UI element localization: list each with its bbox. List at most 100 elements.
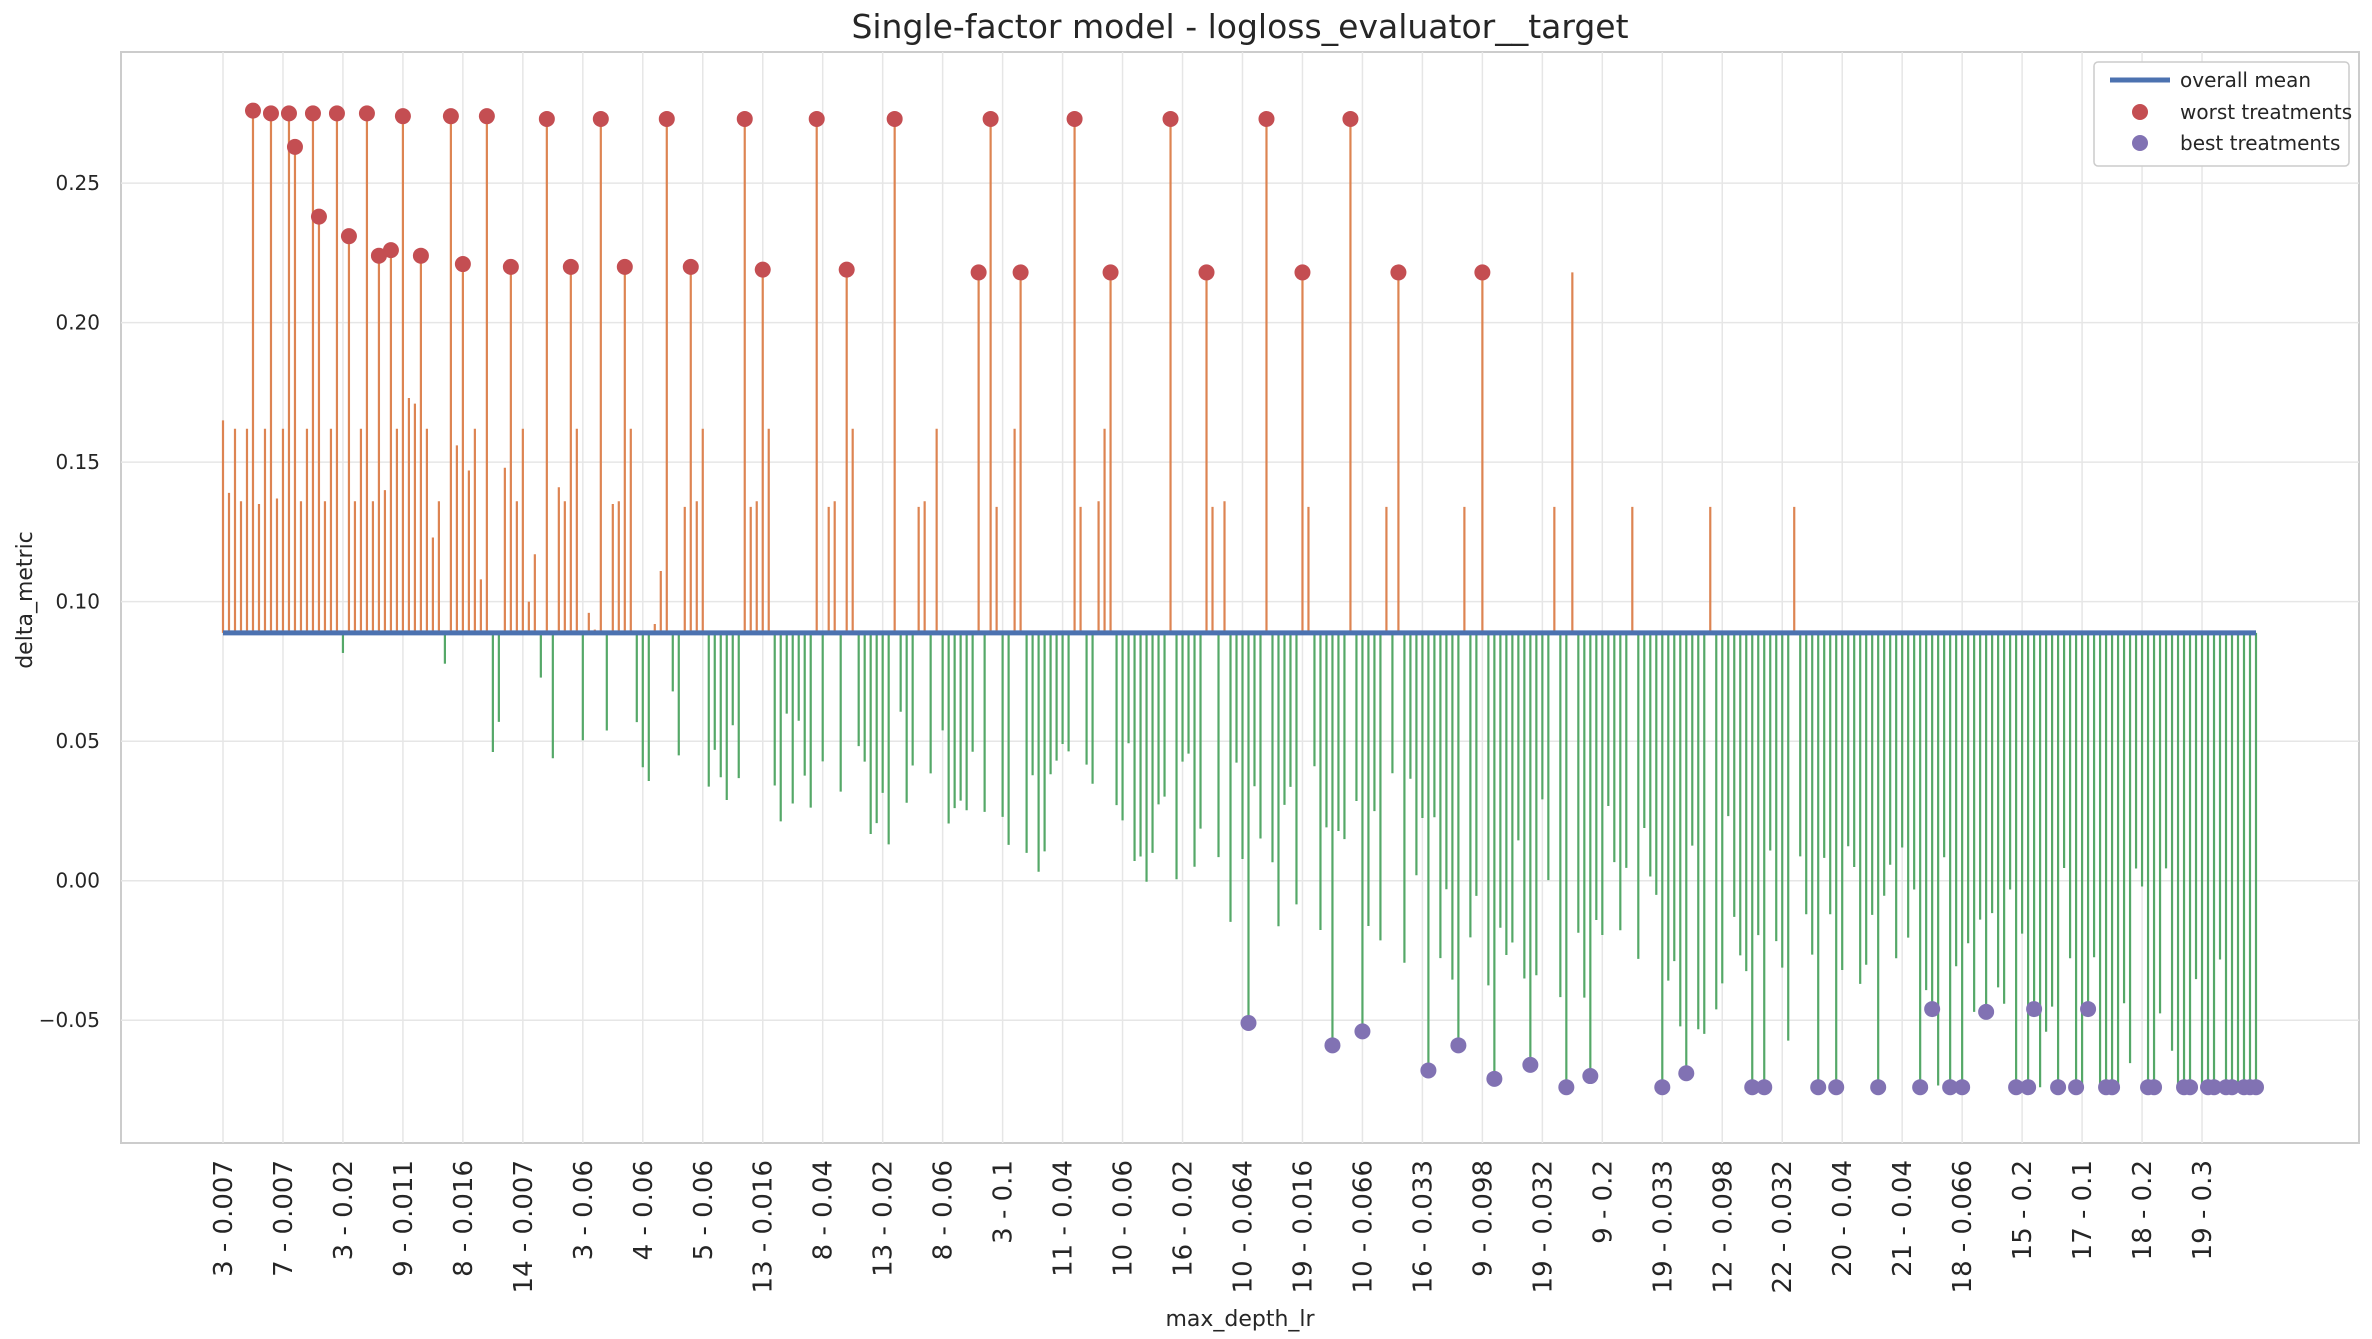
legend-best-treatments-label: best treatments xyxy=(2180,131,2340,155)
worst-treatment-point-210 xyxy=(1474,264,1491,281)
x-tick-label-28: 21 - 0.04 xyxy=(1888,1160,1918,1277)
y-tick-label-4: 0.15 xyxy=(55,450,100,474)
best-treatment-point-244 xyxy=(1678,1065,1695,1082)
best-treatment-point-332 xyxy=(2206,1079,2223,1096)
worst-treatment-point-67 xyxy=(616,258,633,275)
legend-overall-mean-label: overall mean xyxy=(2180,68,2311,92)
y-tick-label-6: 0.25 xyxy=(55,171,100,195)
x-tick-label-8: 5 - 0.06 xyxy=(689,1160,719,1260)
worst-treatment-point-44 xyxy=(478,108,495,125)
best-treatment-point-171 xyxy=(1240,1015,1257,1032)
worst-treatment-point-58 xyxy=(562,258,579,275)
x-tick-label-12: 8 - 0.06 xyxy=(929,1160,959,1260)
chart-title: Single-factor model - logloss_evaluator_… xyxy=(851,7,1628,46)
x-tick-label-20: 16 - 0.033 xyxy=(1408,1160,1438,1293)
best-treatment-point-257 xyxy=(1756,1079,1773,1096)
worst-treatment-point-158 xyxy=(1162,110,1179,127)
y-tick-label-5: 0.20 xyxy=(55,311,100,335)
x-tick-label-3: 9 - 0.011 xyxy=(389,1160,419,1277)
worst-treatment-point-74 xyxy=(658,110,675,127)
x-tick-label-2: 3 - 0.02 xyxy=(329,1160,359,1260)
best-treatment-point-276 xyxy=(1870,1079,1887,1096)
worst-treatment-point-40 xyxy=(454,256,471,273)
best-treatment-point-322 xyxy=(2146,1079,2163,1096)
x-tick-label-19: 10 - 0.066 xyxy=(1348,1160,1378,1293)
best-treatment-point-301 xyxy=(2020,1079,2037,1096)
x-tick-label-1: 7 - 0.007 xyxy=(269,1160,299,1277)
worst-treatment-point-38 xyxy=(442,108,459,125)
worst-treatment-point-54 xyxy=(538,110,555,127)
x-tick-label-11: 13 - 0.02 xyxy=(869,1160,899,1277)
best-treatment-point-339 xyxy=(2248,1079,2264,1096)
worst-treatment-point-21 xyxy=(340,228,357,245)
x-tick-label-33: 19 - 0.3 xyxy=(2188,1160,2218,1260)
best-treatment-point-328 xyxy=(2182,1079,2199,1096)
x-tick-label-4: 8 - 0.016 xyxy=(449,1160,479,1277)
x-tick-label-27: 20 - 0.04 xyxy=(1828,1160,1858,1277)
worst-treatment-point-30 xyxy=(394,108,411,125)
worst-treatment-point-87 xyxy=(736,110,753,127)
worst-treatment-point-112 xyxy=(886,110,903,127)
y-axis-label: delta_metric xyxy=(13,531,38,669)
x-tick-label-17: 10 - 0.064 xyxy=(1228,1160,1258,1293)
x-axis-ticks: 3 - 0.007 7 - 0.007 3 - 0.02 9 - 0.011 8 - 0… xyxy=(209,1160,2218,1293)
best-treatment-point-288 xyxy=(1942,1079,1959,1096)
worst-treatment-point-99 xyxy=(808,110,825,127)
best-treatment-point-201 xyxy=(1420,1062,1437,1079)
best-treatment-point-212 xyxy=(1486,1070,1503,1087)
worst-treatment-point-24 xyxy=(358,105,375,122)
worst-treatment-point-5 xyxy=(244,102,261,119)
x-tick-label-9: 13 - 0.016 xyxy=(749,1160,779,1293)
worst-treatment-point-78 xyxy=(682,258,699,275)
best-treatment-point-266 xyxy=(1810,1079,1827,1096)
best-treatment-point-224 xyxy=(1558,1079,1575,1096)
worst-treatment-point-174 xyxy=(1258,110,1275,127)
x-tick-label-10: 8 - 0.04 xyxy=(809,1160,839,1260)
worst-treatment-point-180 xyxy=(1294,264,1311,281)
legend-worst-treatments-label: worst treatments xyxy=(2180,100,2352,124)
best-treatment-point-218 xyxy=(1522,1056,1539,1073)
worst-treatment-point-188 xyxy=(1342,110,1359,127)
x-tick-label-31: 17 - 0.1 xyxy=(2068,1160,2098,1260)
best-treatment-point-299 xyxy=(2008,1079,2025,1096)
worst-treatment-point-12 xyxy=(286,138,303,155)
best-treatment-point-240 xyxy=(1654,1079,1671,1096)
worst-treatment-point-104 xyxy=(838,261,855,278)
worst-treatment-point-16 xyxy=(310,208,327,225)
grid-lines xyxy=(121,52,2359,1143)
best-treatment-point-228 xyxy=(1582,1068,1599,1085)
worst-treatment-point-126 xyxy=(970,264,987,281)
legend: overall mean worst treatments best treat… xyxy=(2093,61,2352,167)
worst-treatment-point-196 xyxy=(1390,264,1407,281)
worst-treatment-point-63 xyxy=(592,110,609,127)
x-tick-label-13: 3 - 0.1 xyxy=(989,1160,1019,1244)
worst-treatment-point-19 xyxy=(328,105,345,122)
best-treatment-point-269 xyxy=(1828,1079,1845,1096)
x-tick-label-29: 18 - 0.066 xyxy=(1948,1160,1978,1293)
y-tick-label-3: 0.10 xyxy=(55,590,100,614)
x-tick-label-23: 9 - 0.2 xyxy=(1588,1160,1618,1244)
worst-treatment-point-28 xyxy=(382,242,399,259)
worst-treatment-point-90 xyxy=(754,261,771,278)
worst-treatment-point-133 xyxy=(1012,264,1029,281)
x-tick-label-24: 19 - 0.033 xyxy=(1648,1160,1678,1293)
worst-treatment-point-142 xyxy=(1066,110,1083,127)
worst-treatment-point-128 xyxy=(982,110,999,127)
y-tick-label-0: −0.05 xyxy=(39,1008,100,1032)
best-treatment-point-306 xyxy=(2050,1079,2067,1096)
y-axis-ticks: −0.05 0.00 0.05 0.10 0.15 0.20 0.25 xyxy=(39,171,100,1032)
y-tick-label-1: 0.00 xyxy=(55,869,100,893)
best-treatment-point-315 xyxy=(2104,1079,2121,1096)
legend-box xyxy=(2093,61,2350,167)
best-treatment-point-290 xyxy=(1954,1079,1971,1096)
x-tick-label-5: 14 - 0.007 xyxy=(509,1160,539,1293)
best-treatment-point-190 xyxy=(1354,1023,1371,1040)
worst-treatment-point-11 xyxy=(280,105,297,122)
x-tick-label-22: 19 - 0.032 xyxy=(1528,1160,1558,1293)
best-treatment-point-255 xyxy=(1744,1079,1761,1096)
worst-treatment-point-33 xyxy=(412,247,429,264)
worst-treatment-point-26 xyxy=(370,247,387,264)
best-treatment-point-309 xyxy=(2068,1079,2085,1096)
worst-treatment-point-148 xyxy=(1102,264,1119,281)
